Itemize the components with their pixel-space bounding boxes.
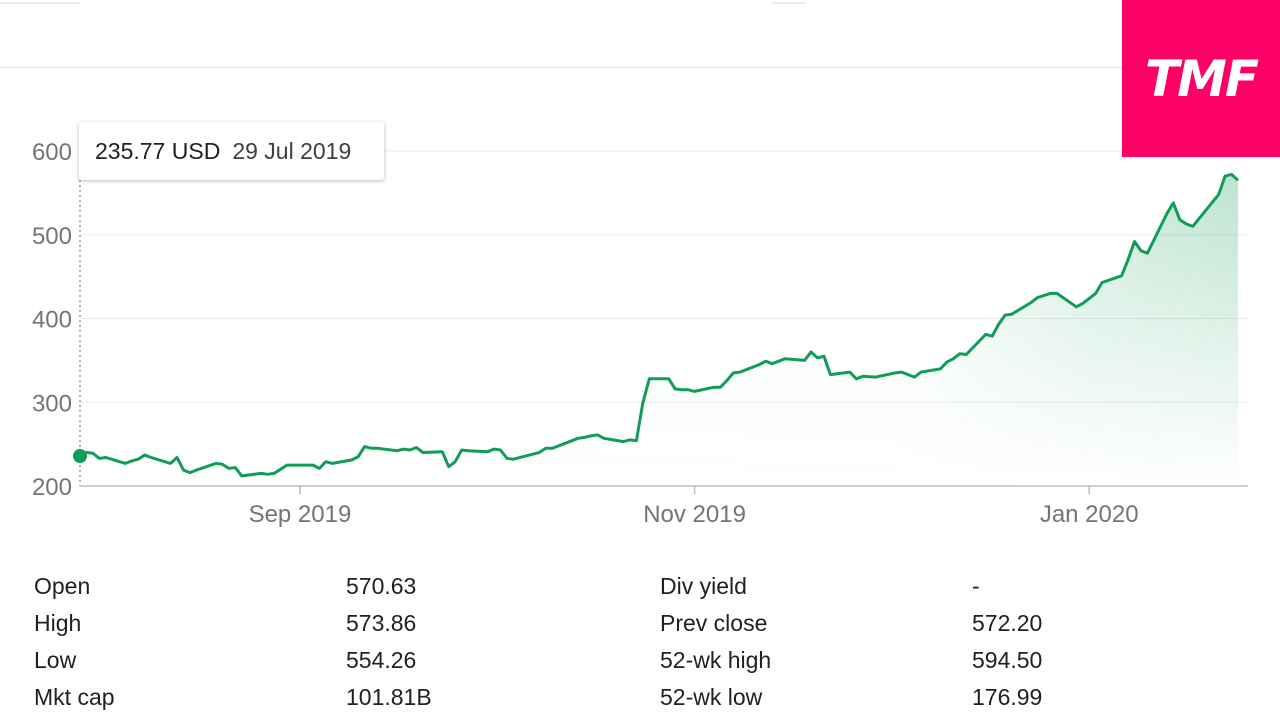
y-tick-label: 300 <box>32 390 72 417</box>
tmf-logo: TMF <box>1122 0 1280 157</box>
y-tick-label: 200 <box>32 474 72 501</box>
stat-label: Prev close <box>660 610 768 636</box>
hover-point-marker <box>73 449 87 464</box>
header-divider <box>0 67 1280 68</box>
stat-value: 101.81B <box>346 684 432 710</box>
x-tick-label: Nov 2019 <box>643 501 746 528</box>
stat-label: 52-wk low <box>660 684 763 710</box>
tooltip-price: 235.77 USD <box>95 137 221 164</box>
price-line <box>79 172 1240 478</box>
stat-value: 176.99 <box>972 684 1043 710</box>
y-tick-label: 600 <box>32 139 72 166</box>
y-tick-label: 500 <box>32 223 72 250</box>
x-tick-label: Sep 2019 <box>249 501 352 528</box>
x-tick-label: Jan 2020 <box>1040 501 1139 528</box>
stat-value: - <box>972 573 980 599</box>
top-divider-fragment <box>0 2 80 4</box>
tooltip-date: 29 Jul 2019 <box>232 137 352 164</box>
y-axis-labels: 200 300 400 500 600 <box>32 139 72 501</box>
stat-label: Open <box>34 573 91 599</box>
x-axis-ticks: Sep 2019 Nov 2019 Jan 2020 <box>249 486 1139 528</box>
stat-value: 570.63 <box>346 573 417 599</box>
logo-text: TMF <box>1144 49 1259 108</box>
price-area-fill <box>80 174 1238 486</box>
y-tick-label: 400 <box>32 307 72 334</box>
stat-value: 572.20 <box>972 610 1043 636</box>
stat-label: Div yield <box>660 573 747 599</box>
stat-value: 573.86 <box>346 610 417 636</box>
stat-value: 594.50 <box>972 647 1043 673</box>
stat-label: 52-wk high <box>660 647 772 673</box>
price-tooltip: 235.77 USD 29 Jul 2019 <box>79 122 384 180</box>
stock-price-chart[interactable]: 200 300 400 500 600 Sep 2019 Nov 2019 Jan 2020 <box>0 0 1280 560</box>
top-divider-fragment <box>772 2 806 4</box>
stat-value: 554.26 <box>346 647 417 673</box>
stat-label: Mkt cap <box>34 684 115 710</box>
stat-label: High <box>34 610 82 636</box>
stat-label: Low <box>34 647 77 673</box>
